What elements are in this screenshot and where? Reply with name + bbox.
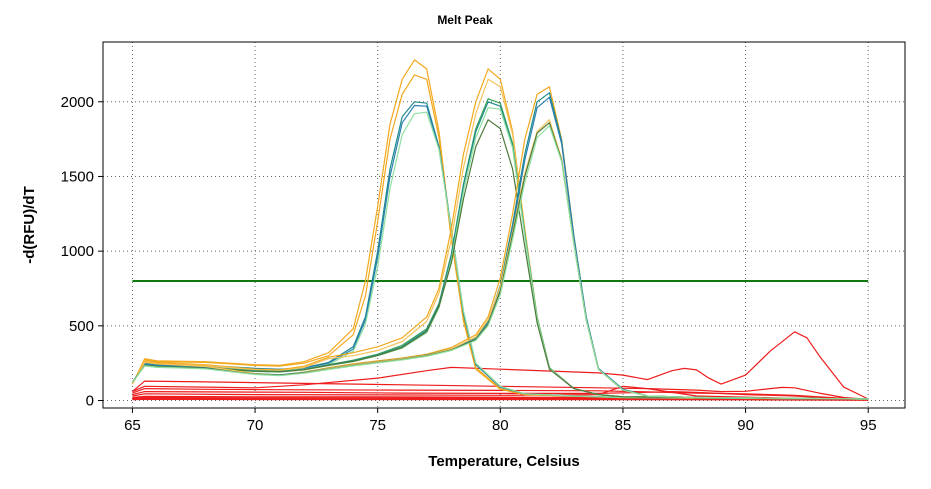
tick-layer: 65 70 75 80 85 90 95 0 500 1000 1500 2000: [61, 94, 877, 434]
series-line: [132, 380, 869, 400]
series-line: [131, 74, 869, 400]
series-line: [131, 119, 869, 400]
y-tick-label: 500: [69, 318, 94, 335]
plot-frame: [102, 41, 906, 409]
x-tick-label: 65: [124, 417, 141, 434]
series-line: [131, 107, 869, 400]
y-tick-label: 1000: [61, 243, 94, 260]
x-tick-label: 85: [615, 417, 632, 434]
y-tick-label: 2000: [61, 94, 94, 111]
series-line: [132, 331, 869, 400]
series-line: [132, 391, 869, 401]
y-tick-label: 1500: [61, 168, 94, 185]
series-line: [132, 388, 869, 401]
x-tick-label: 70: [247, 417, 264, 434]
x-axis-label: Temperature, Celsius: [428, 453, 579, 470]
x-tick-label: 75: [369, 417, 386, 434]
chart-title: Melt Peak: [437, 13, 493, 27]
series-line: [131, 125, 869, 400]
x-tick-label: 80: [492, 417, 509, 434]
series-line: [132, 398, 869, 401]
series-line: [131, 78, 869, 400]
y-axis-label: -d(RFU)/dT: [21, 186, 38, 263]
x-tick-label: 95: [860, 417, 877, 434]
series-line: [131, 98, 869, 400]
y-tick-label: 0: [86, 393, 94, 410]
series-layer: [131, 59, 869, 401]
series-line: [131, 122, 869, 400]
series-line: [131, 111, 869, 400]
x-tick-label: 90: [737, 417, 754, 434]
series-line: [131, 119, 869, 400]
